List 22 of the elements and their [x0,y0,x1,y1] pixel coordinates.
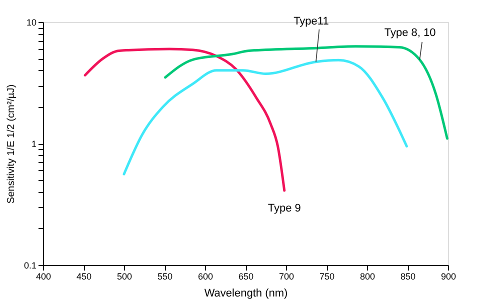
x-axis-title: Wavelength (nm) [204,288,288,300]
line-series [164,45,448,140]
y-tick-label: 0.1 [24,260,36,270]
x-tick-label: 550 [157,272,173,282]
x-tick-label: 600 [198,272,214,282]
y-tick-label: 10 [26,18,36,28]
line-series [122,58,408,176]
line-series [84,48,286,192]
annotation: Type11 [294,15,329,28]
x-tick-label: 650 [238,272,254,282]
x-tick-label: 750 [319,272,335,282]
x-tick-label: 700 [278,272,294,282]
x-tick-label: 850 [400,272,416,282]
x-tick-label: 400 [36,272,52,282]
y-axis-title: Sensitivity 1/E 1/2 (cm²/µJ) [6,84,17,204]
annotation: Type 9 [268,202,301,215]
annotation: Type 8, 10 [384,26,436,39]
x-tick-label: 900 [440,272,456,282]
x-tick-label: 450 [76,272,92,282]
x-tick-label: 500 [116,272,132,282]
y-tick-label: 1 [31,139,36,149]
x-tick-label: 800 [360,272,376,282]
